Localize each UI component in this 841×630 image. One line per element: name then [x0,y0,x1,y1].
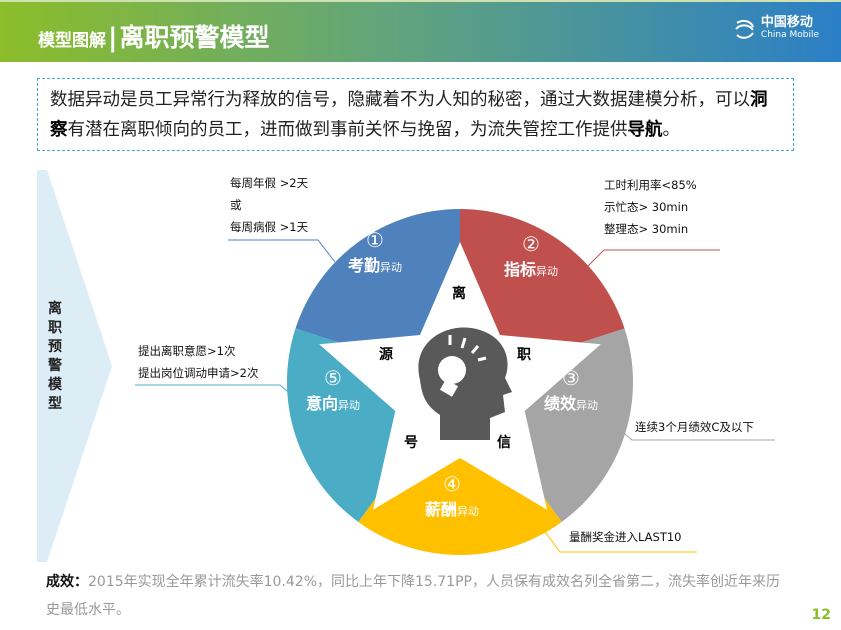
star-char: 源 [379,347,393,363]
result-body: 2015年实现全年累计流失率10.42%，同比上年下降15.71PP，人员保有成… [46,574,780,618]
segment-number: ② [522,232,540,256]
segment-name: 指标 [504,260,537,279]
page-title: 模型图解|离职预警模型 [38,18,270,54]
leader-line [228,239,336,263]
head-icon [418,327,512,440]
callout-attendance: 每周年假 >2天或每周病假 >1天 [230,172,308,238]
segment-metrics[interactable]: ② 指标异动 [504,232,558,280]
side-label: 离职预警模型 [48,301,62,412]
china-mobile-logo-icon [735,19,754,39]
segment-salary[interactable]: ④ 薪酬异动 [425,472,479,520]
segment-name: 意向 [306,394,339,413]
title-subtitle: 模型图解 [38,31,106,51]
result-text: 成效：2015年实现全年累计流失率10.42%，同比上年下降15.71PP，人员… [46,568,786,624]
leader-line [587,249,720,267]
china-mobile-logo: 中国移动 China Mobile [733,16,819,41]
segment-suffix: 异动 [338,399,361,412]
page-number: 12 [811,607,831,623]
segment-name: 薪酬 [425,500,458,519]
logo-en: China Mobile [760,30,819,40]
result-label: 成效： [46,574,88,590]
callout-line: 每周年假 >2天 [230,176,309,190]
segment-number: ④ [443,472,461,496]
callout-line: 连续3个月绩效C及以下 [635,420,754,434]
segment-suffix: 异动 [380,261,403,274]
segment-name: 考勤 [348,256,381,275]
logo-cn: 中国移动 [760,15,813,30]
callout-line: 工时利用率<85% [604,178,697,192]
callout-metrics: 工时利用率<85% 示忙态> 30min 整理态> 30min [604,174,697,240]
segment-performance[interactable]: ③ 绩效异动 [544,366,598,414]
intro-box: 数据异动是员工异常行为释放的信号，隐藏着不为人知的秘密，通过大数据建模分析，可以… [37,78,794,151]
light-ray [460,337,467,349]
leader-line [135,384,301,403]
intro-text: 有潜在离职倾向的员工，进而做到事前关怀与挽留，为流失管控工作提供 [67,120,628,140]
wheel-sector [358,382,562,556]
intro-bold: 洞察 [50,90,768,140]
segment-number: ① [366,228,384,252]
callout-line: 或 [230,198,242,212]
segment-number: ⑤ [324,366,342,390]
light-ray [477,356,487,362]
segment-number: ③ [562,366,580,390]
lightbulb-base [439,379,459,397]
leader-line [539,524,697,553]
header-bar: 模型图解|离职预警模型 中国移动 China Mobile [0,0,841,62]
callout-salary: 量酬奖金进入LAST10 [569,526,682,548]
light-ray [470,345,480,354]
star-char: 离 [452,286,466,302]
segment-attendance[interactable]: ① 考勤异动 [348,228,402,276]
segment-intention[interactable]: ⑤ 意向异动 [306,366,360,414]
callout-line: 示忙态> 30min [604,200,689,214]
title-separator: | [108,23,118,53]
segment-suffix: 异动 [457,505,480,518]
callout-intention: 提出离职意愿>1次提出岗位调动申请>2次 [138,340,258,384]
callout-line: 量酬奖金进入LAST10 [569,530,682,544]
callout-line: 整理态> 30min [604,222,689,236]
title-main: 离职预警模型 [119,23,270,52]
callout-line: 提出岗位调动申请>2次 [138,366,259,380]
star-char: 职 [517,347,531,363]
side-chevron [37,170,112,562]
star-char: 信 [497,435,511,451]
intro-text: 数据异动是员工异常行为释放的信号，隐藏着不为人知的秘密，通过大数据建模分析，可以 [50,90,750,110]
callout-line: 每周病假 >1天 [230,220,309,234]
intro-text: 。 [662,120,681,140]
star-char: 号 [404,435,418,451]
lightbulb-icon [438,356,466,384]
callout-performance: 连续3个月绩效C及以下 [635,416,754,438]
segment-suffix: 异动 [536,265,559,278]
intro-bold: 导航 [627,120,663,140]
segment-name: 绩效 [544,394,577,413]
callout-line: 提出离职意愿>1次 [138,344,236,358]
segment-suffix: 异动 [576,399,599,412]
